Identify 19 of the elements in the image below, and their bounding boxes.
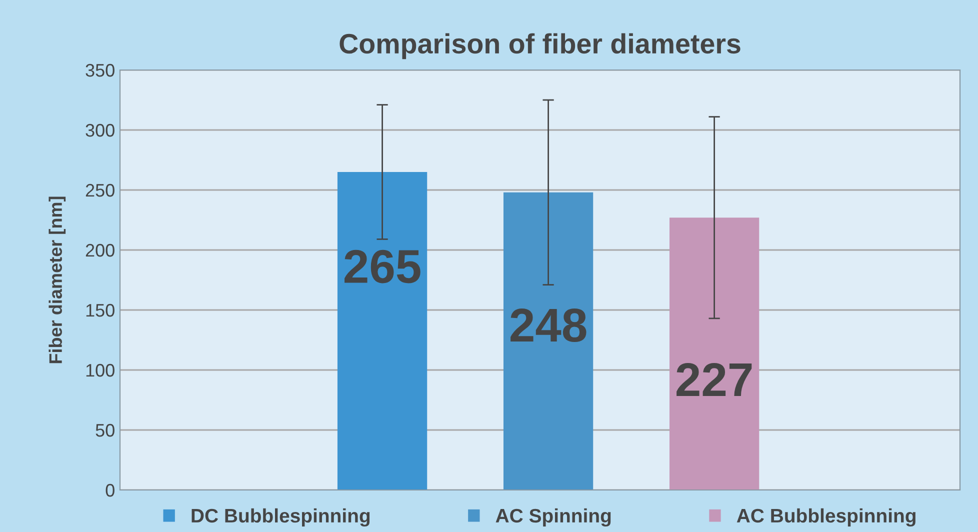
y-tick-label: 200	[86, 244, 114, 257]
legend-label: DC Bubblespinning	[192, 508, 370, 527]
bar	[669, 218, 760, 490]
bar	[337, 172, 428, 490]
y-tick-label: 50	[96, 424, 114, 437]
legend-label: AC Bubblespinning	[736, 508, 916, 527]
y-tick-label: 0	[106, 484, 114, 497]
y-tick-label: 150	[86, 304, 114, 317]
y-axis-title: Fiber diameter [nm]	[48, 196, 66, 364]
y-tick-label: 250	[86, 184, 114, 197]
y-tick-label: 100	[86, 364, 114, 377]
chart-title: Comparison of fiber diameters	[340, 33, 740, 60]
bar	[503, 192, 594, 490]
data-label: 248	[510, 308, 586, 342]
y-tick-label: 300	[86, 124, 114, 137]
data-label: 265	[344, 250, 420, 284]
data-label: 227	[676, 363, 752, 396]
y-tick-label: 350	[86, 64, 114, 77]
legend-label: AC Spinning	[496, 508, 611, 527]
